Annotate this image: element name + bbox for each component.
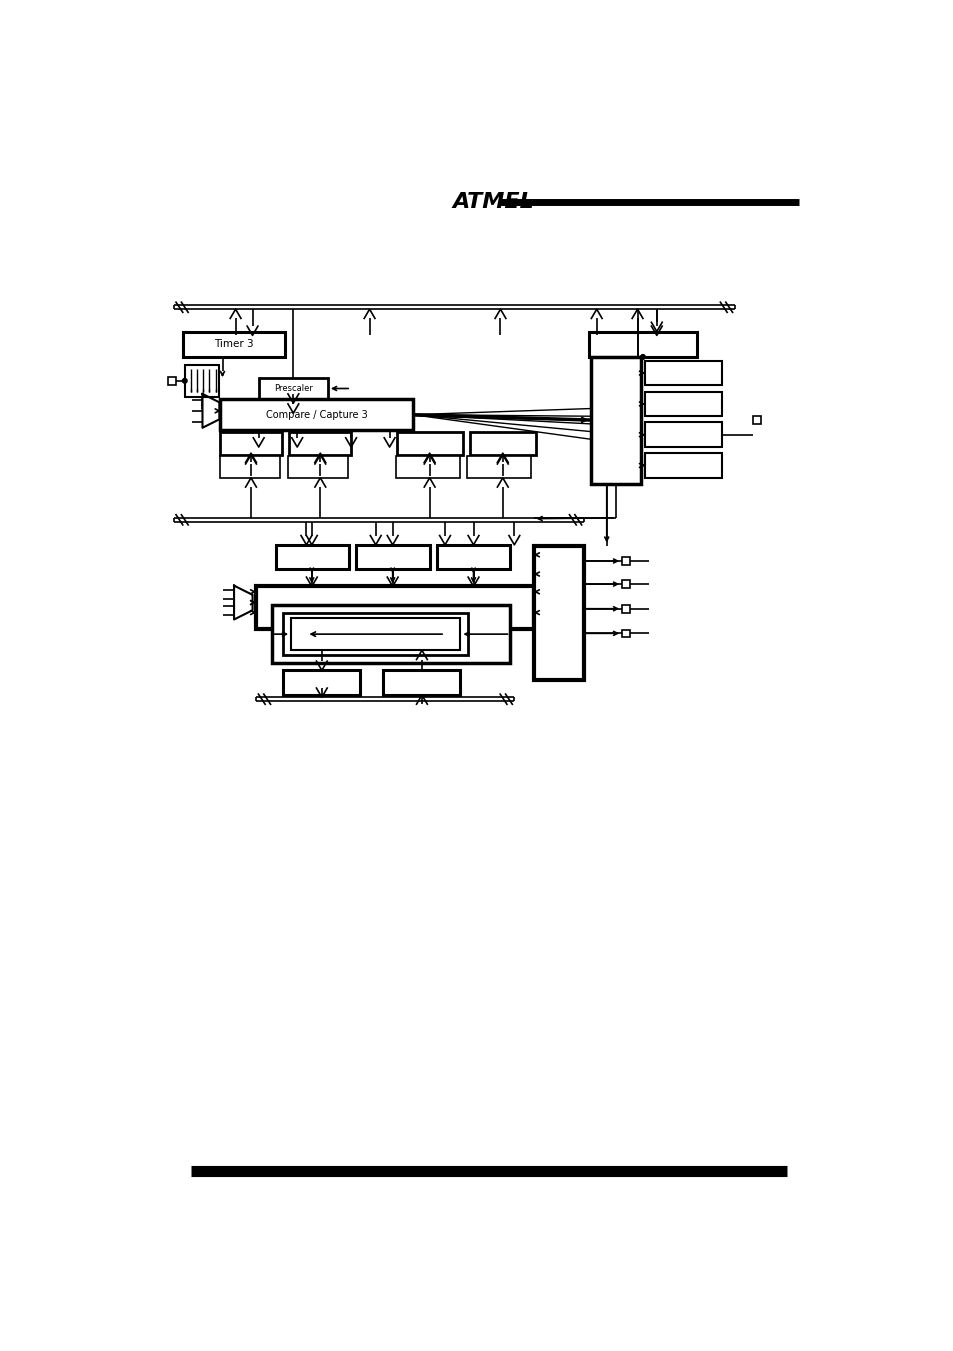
Bar [591, 357, 640, 484]
Bar [256, 586, 533, 628]
Bar [533, 546, 583, 681]
Bar [621, 580, 629, 588]
Text: Compare / Capture 3: Compare / Capture 3 [265, 409, 367, 420]
Bar [383, 670, 460, 694]
Bar [283, 670, 360, 694]
Bar [395, 457, 459, 478]
Bar [644, 453, 721, 478]
Bar [289, 431, 351, 455]
Bar [220, 457, 280, 478]
Bar [258, 378, 328, 400]
Circle shape [182, 378, 187, 384]
Bar [752, 416, 760, 424]
Bar [291, 617, 460, 650]
Bar [283, 612, 468, 655]
Bar [470, 431, 536, 455]
Bar [621, 630, 629, 638]
Bar [168, 377, 175, 385]
Bar [356, 544, 429, 570]
Text: Timer 3: Timer 3 [214, 339, 253, 349]
Text: Prescaler: Prescaler [274, 384, 313, 393]
Bar [621, 557, 629, 565]
Bar [275, 544, 349, 570]
Bar [644, 423, 721, 447]
Bar [288, 457, 348, 478]
Bar [272, 605, 510, 662]
Bar [644, 361, 721, 385]
Bar [436, 544, 510, 570]
Bar [621, 605, 629, 612]
Bar [185, 365, 219, 397]
Bar [644, 392, 721, 416]
Bar [183, 331, 285, 357]
Text: ATMEL: ATMEL [453, 192, 534, 212]
Bar [588, 331, 696, 357]
Bar [220, 400, 413, 430]
Circle shape [640, 354, 644, 359]
Bar [467, 457, 531, 478]
Bar [396, 431, 462, 455]
Bar [220, 431, 281, 455]
